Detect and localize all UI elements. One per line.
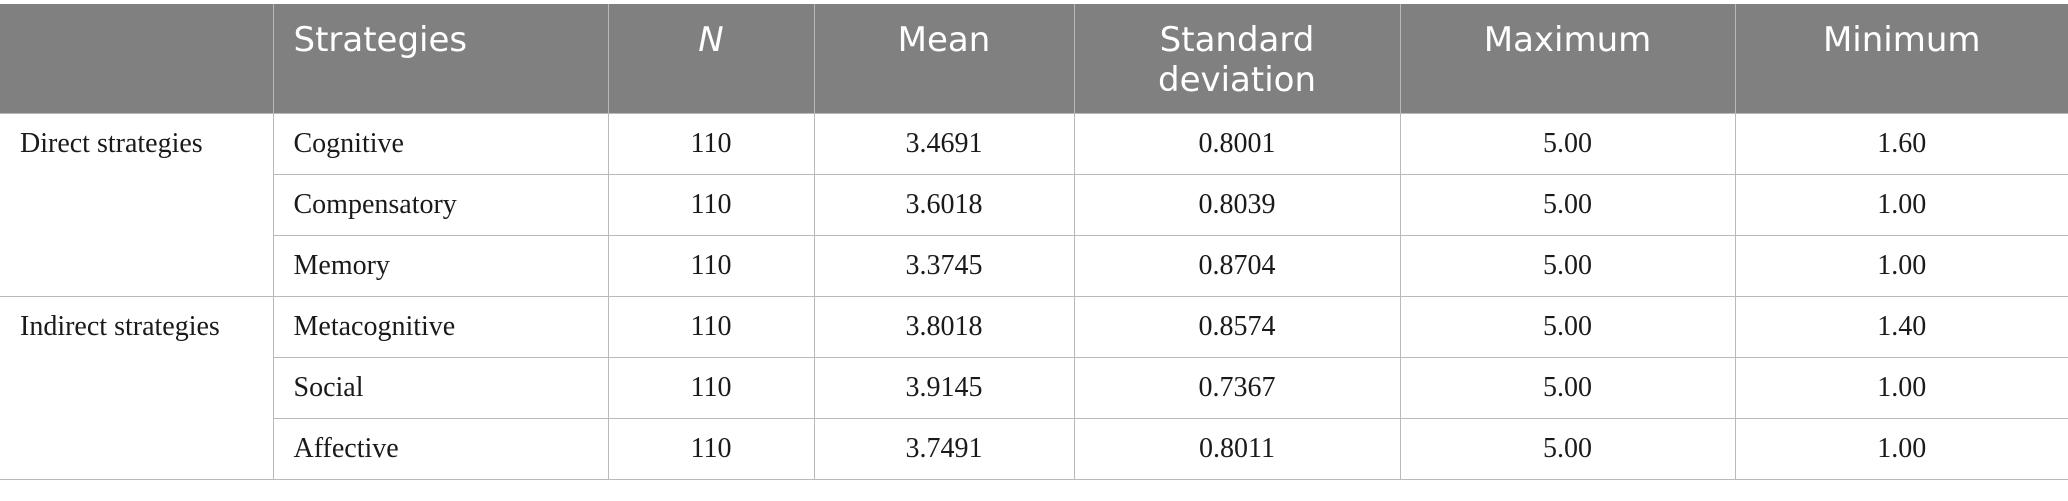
n-value: 110 [607, 112, 815, 175]
group-label-indirect: Indirect strategies [0, 295, 274, 480]
n-value: 110 [607, 234, 815, 297]
strategy-statistics-table: Strategies N Mean Standard deviation Max… [0, 4, 2068, 480]
sd-value: 0.8011 [1073, 417, 1401, 480]
max-value: 5.00 [1399, 356, 1736, 419]
header-maximum: Maximum [1399, 4, 1736, 113]
min-value: 1.00 [1734, 234, 2068, 297]
strategy-name: Memory [273, 234, 609, 297]
table-body: Direct strategies Cognitive 110 3.4691 0… [0, 112, 2068, 480]
max-value: 5.00 [1399, 417, 1736, 480]
min-value: 1.00 [1734, 173, 2068, 236]
sd-value: 0.8039 [1073, 173, 1401, 236]
statistics-table-container: Strategies N Mean Standard deviation Max… [0, 4, 2068, 480]
n-value: 110 [607, 295, 815, 358]
header-minimum: Minimum [1734, 4, 2068, 113]
strategy-name: Metacognitive [272, 295, 609, 358]
min-value: 1.00 [1734, 417, 2068, 480]
n-value: 110 [607, 173, 815, 236]
strategy-name: Cognitive [272, 112, 609, 175]
max-value: 5.00 [1399, 295, 1736, 358]
n-value: 110 [607, 356, 815, 419]
header-strategies: Strategies [272, 4, 609, 113]
mean-value: 3.7491 [813, 417, 1075, 480]
min-value: 1.00 [1734, 356, 2068, 419]
header-mean: Mean [813, 4, 1075, 113]
table-header: Strategies N Mean Standard deviation Max… [0, 4, 2068, 113]
sd-value: 0.7367 [1073, 356, 1401, 419]
sd-value: 0.8704 [1073, 234, 1401, 297]
mean-value: 3.9145 [813, 356, 1075, 419]
sd-value: 0.8574 [1073, 295, 1401, 358]
n-value: 110 [607, 417, 815, 480]
table-row: Memory 110 3.3745 0.8704 5.00 1.00 [0, 234, 2068, 297]
mean-value: 3.8018 [813, 295, 1075, 358]
table-row: Affective 110 3.7491 0.8011 5.00 1.00 [0, 417, 2068, 480]
header-row: Strategies N Mean Standard deviation Max… [0, 4, 2068, 113]
strategy-name: Affective [273, 417, 609, 480]
header-standard-deviation: Standard deviation [1073, 4, 1401, 113]
mean-value: 3.6018 [813, 173, 1075, 236]
table-row: Indirect strategies Metacognitive 110 3.… [0, 295, 2068, 480]
mean-value: 3.3745 [813, 234, 1075, 297]
sd-value: 0.8001 [1073, 112, 1401, 175]
table-row: Social 110 3.9145 0.7367 5.00 1.00 [0, 356, 2068, 419]
mean-value: 3.4691 [813, 112, 1075, 175]
max-value: 5.00 [1399, 173, 1736, 236]
max-value: 5.00 [1399, 112, 1736, 175]
table-row: Direct strategies Cognitive 110 3.4691 0… [0, 112, 2068, 297]
min-value: 1.40 [1734, 295, 2068, 358]
strategy-name: Compensatory [273, 173, 609, 236]
header-n: N [607, 4, 815, 113]
group-label-direct: Direct strategies [0, 112, 274, 297]
strategy-name: Social [273, 356, 609, 419]
min-value: 1.60 [1734, 112, 2068, 175]
header-group-cell [0, 4, 274, 113]
table-row: Compensatory 110 3.6018 0.8039 5.00 1.00 [0, 173, 2068, 236]
max-value: 5.00 [1399, 234, 1736, 297]
